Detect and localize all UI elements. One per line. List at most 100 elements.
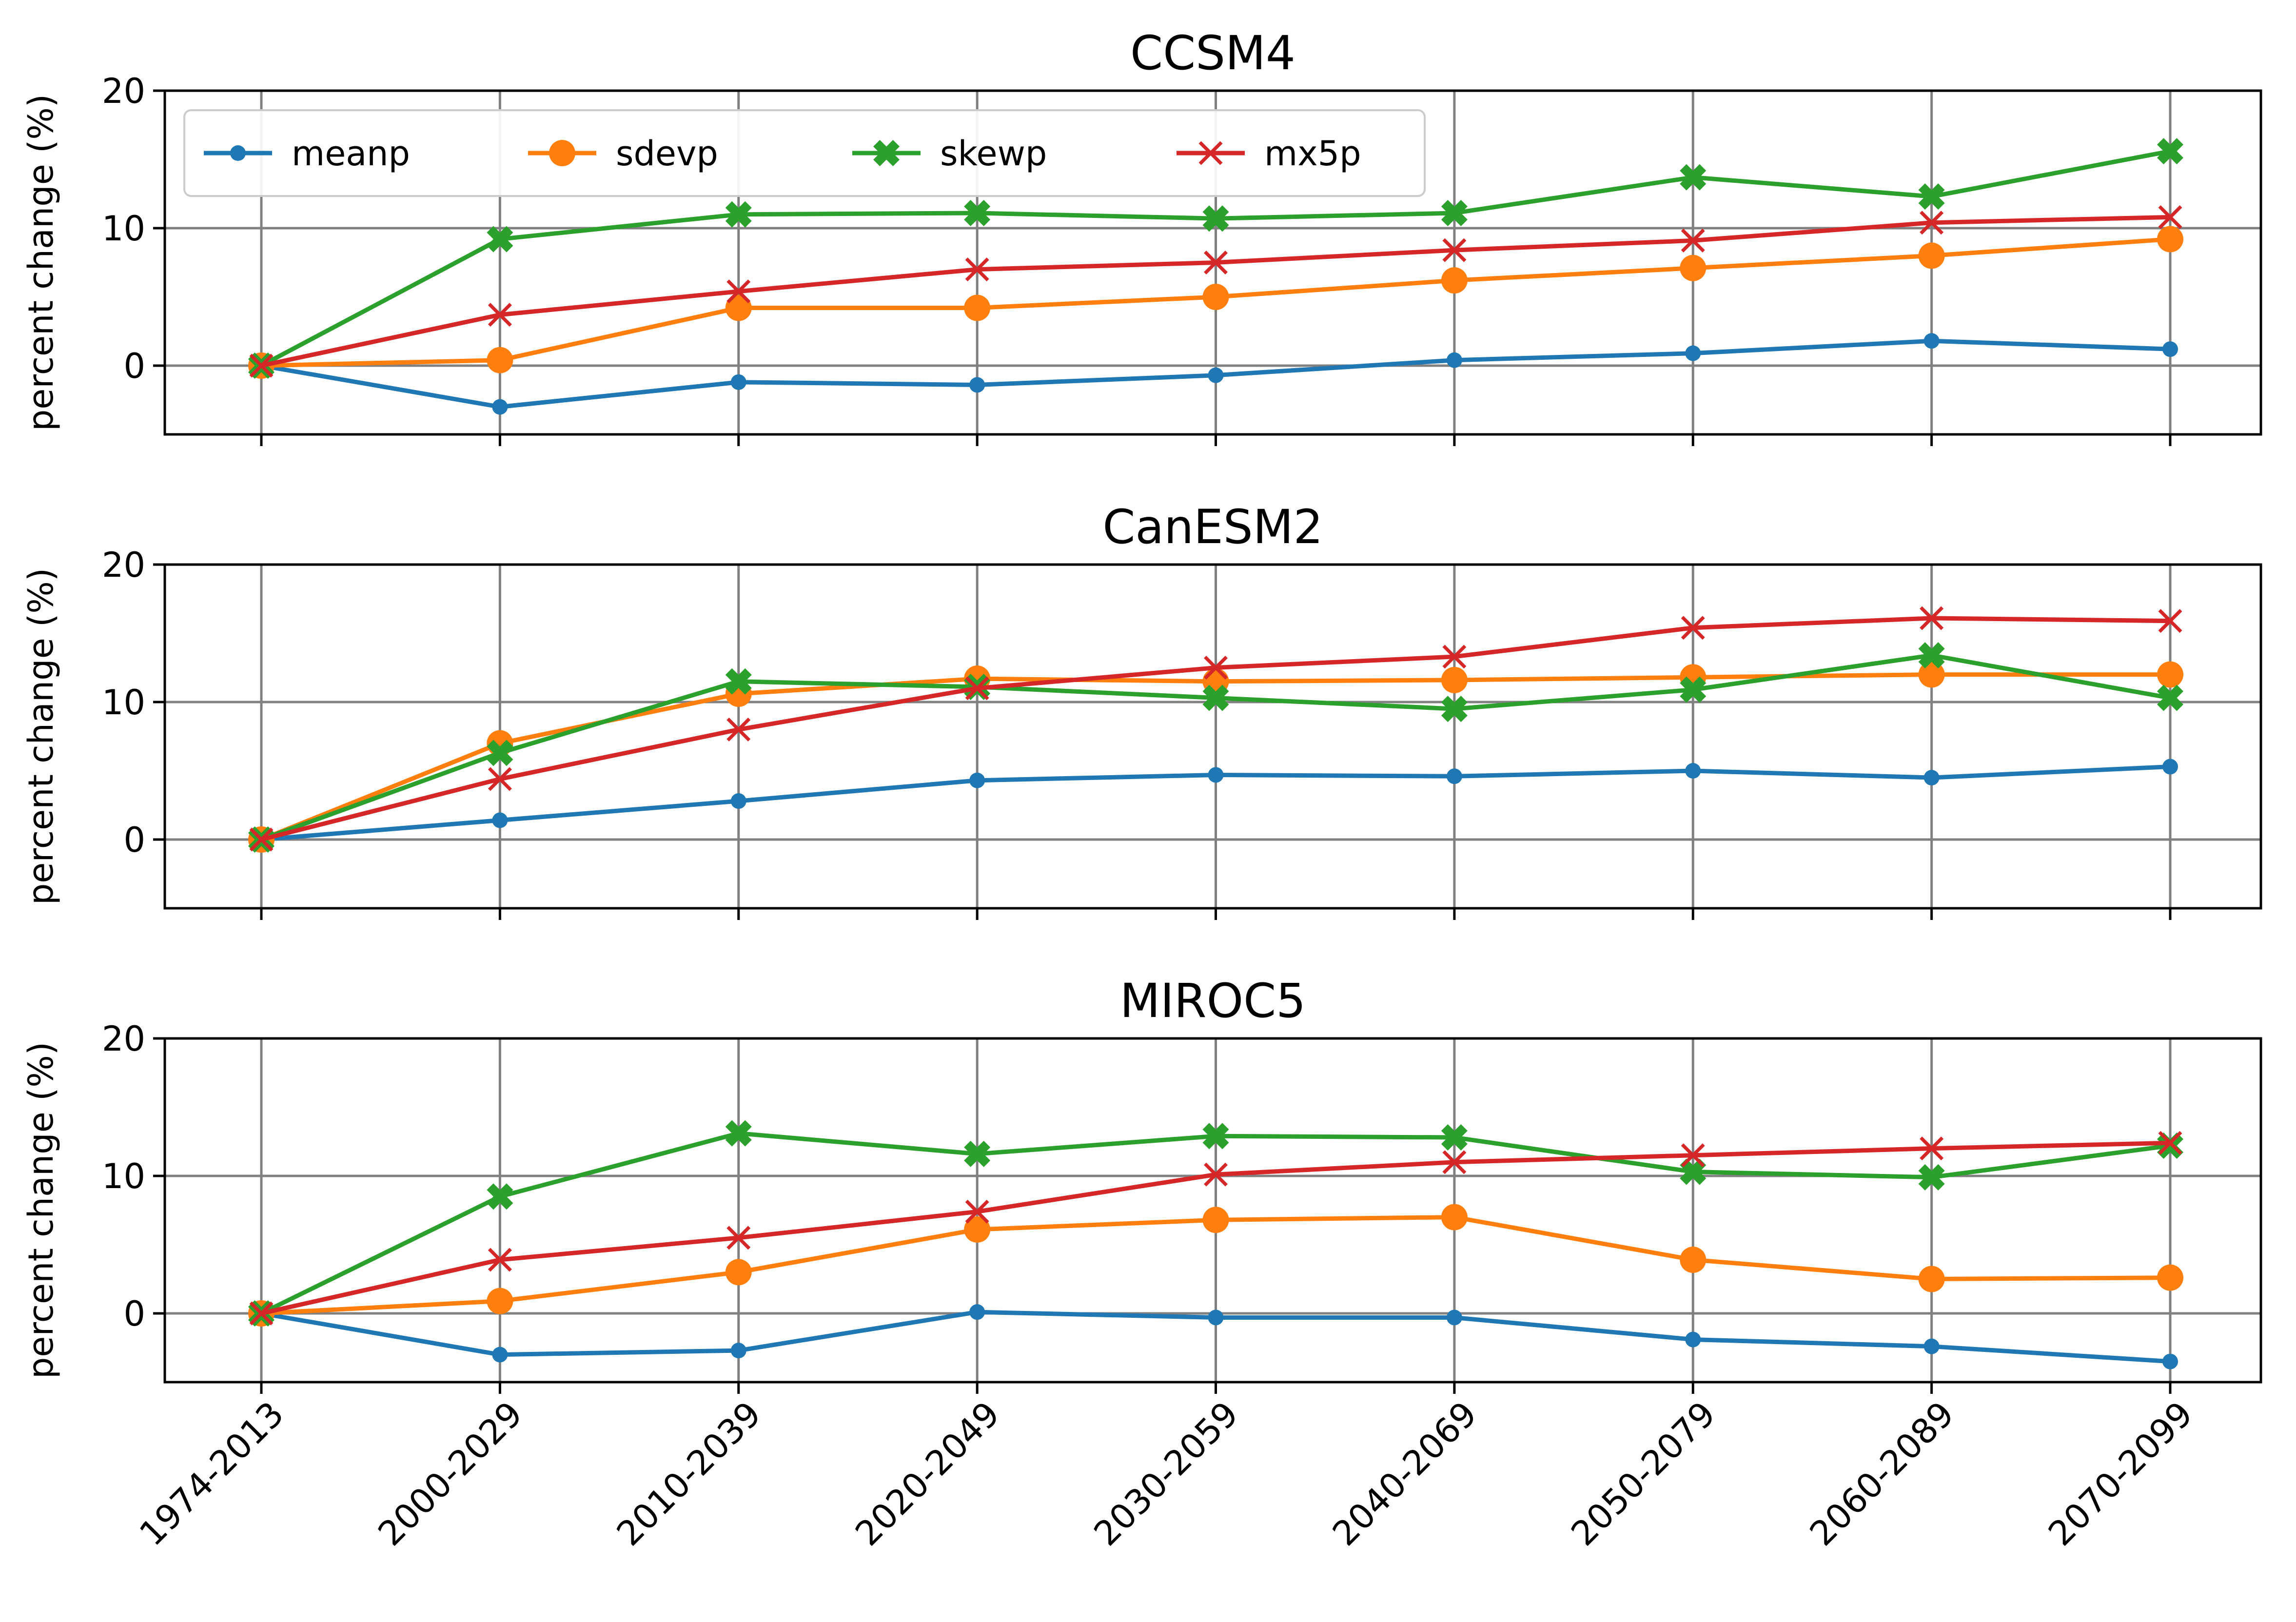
marker-mx5p-5-stroke-b [1442,645,1467,669]
marker-meanp-2 [730,1343,746,1359]
marker-mx5p-8 [2158,609,2182,633]
marker-mx5p-7 [1920,211,1944,235]
legend-label: mx5p [1264,134,1361,174]
marker-sdevp-7 [1918,242,1945,269]
marker-skewp-1 [487,226,513,253]
y-axis-label: percent change (%) [21,568,61,905]
marker-meanp-2 [730,374,746,390]
legend-entry-mx5p: mx5p [1177,134,1361,174]
marker-mx5p-6 [1681,1143,1705,1168]
marker-mx5p-1 [488,1248,512,1272]
legend-box [183,109,1426,197]
marker-skewp-7 [1918,183,1945,210]
marker-mx5p-6 [1681,616,1705,640]
marker-meanp-3 [969,772,985,788]
marker-skewp-3 [964,1140,991,1167]
marker-mx5p-5 [1442,238,1467,262]
marker-mx5p-6-stroke-b [1681,228,1705,253]
marker-mx5p-1-stroke-b [488,1248,512,1272]
marker-skewp-6 [1680,676,1707,703]
marker-mx5p-8-stroke-b [2158,205,2182,229]
marker-mx5p-3-stroke-b [965,676,989,701]
marker-meanp-5 [1446,768,1462,784]
series-mx5p [249,1131,2182,1326]
series-mx5p [249,606,2182,852]
marker-mx5p-2 [726,279,751,304]
marker-skewp-5 [1441,1124,1468,1151]
marker-skewp-6 [1680,164,1707,191]
marker-mx5p-3 [965,1199,989,1224]
marker-mx5p-8 [2158,205,2182,229]
marker-mx5p-8-stroke-b [2158,609,2182,633]
series-meanp [254,759,2178,847]
marker-mx5p-5 [1442,1150,1467,1174]
marker-sdevp-1 [487,1288,513,1314]
legend-entry-skewp: skewp [852,134,1047,174]
marker-meanp-1 [492,399,508,415]
marker-meanp-7 [1923,770,1940,786]
marker-skewp-5 [1441,696,1468,723]
marker-skewp-1 [487,740,513,766]
marker-sdevp-5 [1441,1204,1468,1231]
y-tick-label-0: 0 [123,820,145,860]
marker-mx5p-2-stroke-b [726,1226,751,1250]
marker-mx5p-3-stroke-b [965,1199,989,1224]
marker-mx5p-6 [1681,228,1705,253]
marker-sdevp-5 [1441,267,1468,294]
y-axis-label: percent change (%) [21,1042,61,1379]
marker-mx5p-7-stroke-b [1920,211,1944,235]
marker-skewp-8 [2157,138,2183,165]
marker-meanp-4 [1208,367,1224,383]
plot-frame [163,89,2262,436]
series-meanp [254,1304,2178,1369]
marker-skewp-legend [873,140,900,166]
legend-label: skewp [940,134,1047,174]
axis-ticks: 0 10 20 [102,545,2172,920]
marker-meanp-5 [1446,1309,1462,1326]
marker-mx5p-legend [1198,141,1223,165]
marker-skewp-2 [725,201,752,228]
marker-sdevp-2 [725,294,752,321]
marker-mx5p-4-stroke-b [1204,656,1228,680]
marker-meanp-3 [969,377,985,393]
y-tick-label-10: 10 [102,209,145,249]
marker-meanp-4 [1208,1309,1224,1326]
marker-mx5p-8-stroke-b [2158,1131,2182,1155]
marker-meanp-1 [492,1347,508,1363]
marker-sdevp-6 [1680,1247,1707,1273]
y-tick-label-10: 10 [102,1156,145,1196]
axis-ticks: 0 10 20 [102,71,2172,446]
marker-sdevp-5 [1441,666,1468,693]
marker-meanp-6 [1685,1331,1701,1348]
marker-skewp-4 [1202,1123,1229,1150]
subplot-title: CCSM4 [1130,26,1295,80]
marker-sdevp-4 [1202,1207,1229,1233]
marker-meanp-6 [1685,763,1701,779]
marker-sdevp-legend [549,140,575,166]
marker-mx5p-8 [2158,1131,2182,1155]
marker-meanp-7 [1923,1338,1940,1354]
series-lines [248,606,2183,853]
marker-mx5p-1 [488,303,512,327]
y-tick-label-10: 10 [102,683,145,723]
marker-sdevp-3 [964,1216,991,1243]
marker-mx5p-6-stroke-b [1681,616,1705,640]
marker-meanp-7 [1923,333,1940,349]
legend-entry-sdevp: sdevp [528,134,718,174]
marker-mx5p-0-stroke-b [249,353,274,378]
marker-mx5p-2 [726,1226,751,1250]
marker-mx5p-legend-stroke-b [1198,141,1223,165]
marker-skewp-8 [2157,1132,2183,1159]
y-axis-label: percent change (%) [21,94,61,431]
marker-meanp-8 [2162,759,2178,775]
marker-mx5p-1-stroke-b [488,767,512,791]
series-skewp [248,138,2183,379]
marker-meanp-8 [2162,341,2178,357]
marker-skewp-7 [1918,642,1945,669]
y-tick-label-20: 20 [102,1019,145,1059]
marker-sdevp-4 [1202,284,1229,310]
y-tick-label-0: 0 [123,346,145,386]
marker-mx5p-5-stroke-b [1442,1150,1467,1174]
marker-mx5p-4 [1204,1162,1228,1187]
